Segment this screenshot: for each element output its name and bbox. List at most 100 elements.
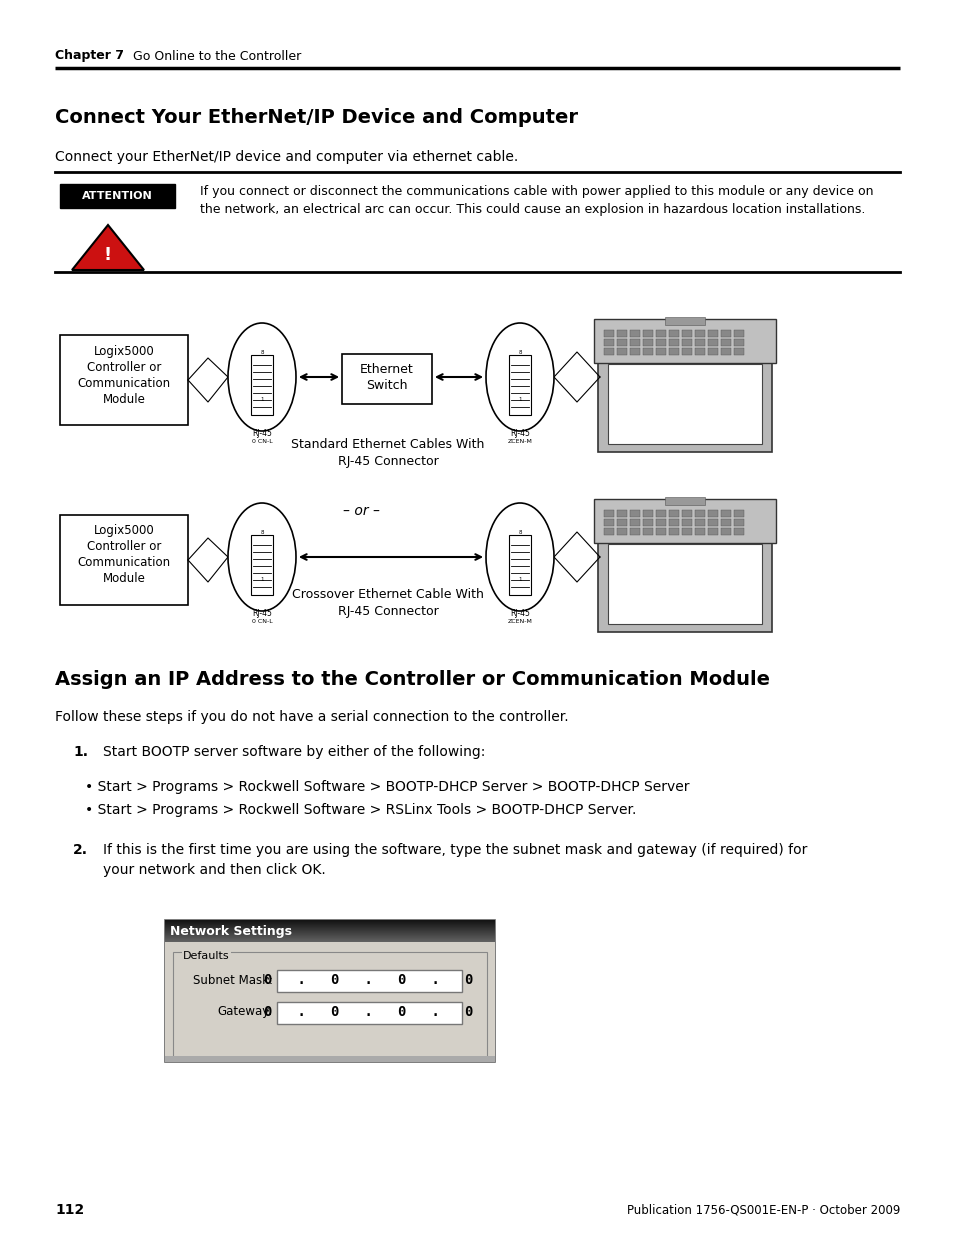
FancyBboxPatch shape bbox=[617, 348, 626, 354]
FancyBboxPatch shape bbox=[695, 338, 704, 346]
FancyBboxPatch shape bbox=[733, 519, 743, 526]
FancyBboxPatch shape bbox=[664, 496, 704, 505]
FancyBboxPatch shape bbox=[629, 338, 639, 346]
FancyBboxPatch shape bbox=[695, 510, 704, 517]
Ellipse shape bbox=[228, 503, 295, 611]
FancyBboxPatch shape bbox=[603, 330, 614, 337]
FancyBboxPatch shape bbox=[733, 510, 743, 517]
Text: RJ-45: RJ-45 bbox=[510, 609, 529, 618]
Text: 8: 8 bbox=[260, 350, 263, 354]
FancyBboxPatch shape bbox=[642, 338, 652, 346]
FancyBboxPatch shape bbox=[668, 338, 679, 346]
Text: 0 CN-L: 0 CN-L bbox=[252, 619, 273, 624]
FancyBboxPatch shape bbox=[251, 535, 273, 595]
FancyBboxPatch shape bbox=[165, 1056, 495, 1062]
FancyBboxPatch shape bbox=[617, 529, 626, 535]
Text: Network Settings: Network Settings bbox=[170, 925, 292, 937]
Text: 0 CN-L: 0 CN-L bbox=[252, 438, 273, 445]
Text: 1: 1 bbox=[517, 396, 521, 403]
FancyBboxPatch shape bbox=[707, 510, 718, 517]
FancyBboxPatch shape bbox=[617, 519, 626, 526]
FancyBboxPatch shape bbox=[594, 319, 775, 363]
FancyBboxPatch shape bbox=[668, 348, 679, 354]
FancyBboxPatch shape bbox=[165, 920, 495, 1062]
FancyBboxPatch shape bbox=[603, 519, 614, 526]
Text: Gateway:: Gateway: bbox=[217, 1005, 273, 1019]
FancyBboxPatch shape bbox=[695, 529, 704, 535]
FancyBboxPatch shape bbox=[656, 348, 665, 354]
Text: 0   .   0   .   0   .   0: 0 . 0 . 0 . 0 bbox=[264, 1005, 474, 1019]
FancyBboxPatch shape bbox=[668, 519, 679, 526]
FancyBboxPatch shape bbox=[642, 510, 652, 517]
Text: – or –: – or – bbox=[343, 504, 380, 517]
Text: 1: 1 bbox=[260, 396, 263, 403]
Text: Ethernet
Switch: Ethernet Switch bbox=[359, 363, 414, 391]
FancyBboxPatch shape bbox=[607, 364, 761, 445]
Text: Start BOOTP server software by either of the following:: Start BOOTP server software by either of… bbox=[103, 745, 485, 760]
Ellipse shape bbox=[485, 503, 554, 611]
FancyBboxPatch shape bbox=[720, 338, 730, 346]
Text: 0   .   0   .   0   .   0: 0 . 0 . 0 . 0 bbox=[264, 973, 474, 987]
FancyBboxPatch shape bbox=[617, 330, 626, 337]
FancyBboxPatch shape bbox=[707, 338, 718, 346]
Text: Crossover Ethernet Cable With
RJ-45 Connector: Crossover Ethernet Cable With RJ-45 Conn… bbox=[292, 588, 483, 618]
FancyBboxPatch shape bbox=[629, 330, 639, 337]
FancyBboxPatch shape bbox=[681, 338, 691, 346]
FancyBboxPatch shape bbox=[656, 519, 665, 526]
FancyBboxPatch shape bbox=[629, 348, 639, 354]
Text: ZCEN-M: ZCEN-M bbox=[507, 619, 532, 624]
FancyBboxPatch shape bbox=[642, 519, 652, 526]
Text: 112: 112 bbox=[55, 1203, 84, 1216]
FancyBboxPatch shape bbox=[629, 529, 639, 535]
FancyBboxPatch shape bbox=[695, 519, 704, 526]
Text: RJ-45: RJ-45 bbox=[252, 609, 272, 618]
Text: 1.: 1. bbox=[73, 745, 88, 760]
FancyBboxPatch shape bbox=[707, 519, 718, 526]
Text: Defaults: Defaults bbox=[183, 951, 230, 961]
Text: Subnet Mask:: Subnet Mask: bbox=[193, 973, 273, 987]
FancyBboxPatch shape bbox=[603, 529, 614, 535]
FancyBboxPatch shape bbox=[603, 348, 614, 354]
Text: 2.: 2. bbox=[73, 844, 88, 857]
FancyBboxPatch shape bbox=[707, 348, 718, 354]
FancyBboxPatch shape bbox=[681, 330, 691, 337]
Text: Follow these steps if you do not have a serial connection to the controller.: Follow these steps if you do not have a … bbox=[55, 710, 568, 724]
Text: Standard Ethernet Cables With
RJ-45 Connector: Standard Ethernet Cables With RJ-45 Conn… bbox=[291, 438, 484, 468]
Ellipse shape bbox=[485, 324, 554, 431]
FancyBboxPatch shape bbox=[598, 354, 771, 452]
FancyBboxPatch shape bbox=[668, 330, 679, 337]
Text: ATTENTION: ATTENTION bbox=[82, 191, 152, 201]
FancyBboxPatch shape bbox=[707, 529, 718, 535]
Text: 1: 1 bbox=[517, 577, 521, 582]
Text: • Start > Programs > Rockwell Software > RSLinx Tools > BOOTP-DHCP Server.: • Start > Programs > Rockwell Software >… bbox=[85, 803, 636, 818]
FancyBboxPatch shape bbox=[668, 529, 679, 535]
FancyBboxPatch shape bbox=[509, 535, 531, 595]
FancyBboxPatch shape bbox=[733, 330, 743, 337]
FancyBboxPatch shape bbox=[681, 510, 691, 517]
FancyBboxPatch shape bbox=[251, 354, 273, 415]
FancyBboxPatch shape bbox=[629, 510, 639, 517]
FancyBboxPatch shape bbox=[60, 184, 174, 207]
FancyBboxPatch shape bbox=[681, 529, 691, 535]
Text: 8: 8 bbox=[260, 530, 263, 535]
FancyBboxPatch shape bbox=[276, 1002, 461, 1024]
Text: 8: 8 bbox=[517, 350, 521, 354]
Text: !: ! bbox=[104, 246, 112, 264]
FancyBboxPatch shape bbox=[733, 529, 743, 535]
FancyBboxPatch shape bbox=[668, 510, 679, 517]
FancyBboxPatch shape bbox=[598, 535, 771, 632]
FancyBboxPatch shape bbox=[165, 942, 495, 1062]
FancyBboxPatch shape bbox=[664, 317, 704, 325]
FancyBboxPatch shape bbox=[720, 330, 730, 337]
FancyBboxPatch shape bbox=[617, 338, 626, 346]
Text: Logix5000
Controller or
Communication
Module: Logix5000 Controller or Communication Mo… bbox=[77, 524, 171, 585]
FancyBboxPatch shape bbox=[642, 348, 652, 354]
Polygon shape bbox=[71, 225, 144, 270]
FancyBboxPatch shape bbox=[276, 969, 461, 992]
Text: Assign an IP Address to the Controller or Communication Module: Assign an IP Address to the Controller o… bbox=[55, 671, 769, 689]
FancyBboxPatch shape bbox=[341, 354, 432, 404]
Text: If you connect or disconnect the communications cable with power applied to this: If you connect or disconnect the communi… bbox=[200, 185, 873, 198]
Ellipse shape bbox=[228, 324, 295, 431]
FancyBboxPatch shape bbox=[720, 348, 730, 354]
Text: If this is the first time you are using the software, type the subnet mask and g: If this is the first time you are using … bbox=[103, 844, 806, 857]
